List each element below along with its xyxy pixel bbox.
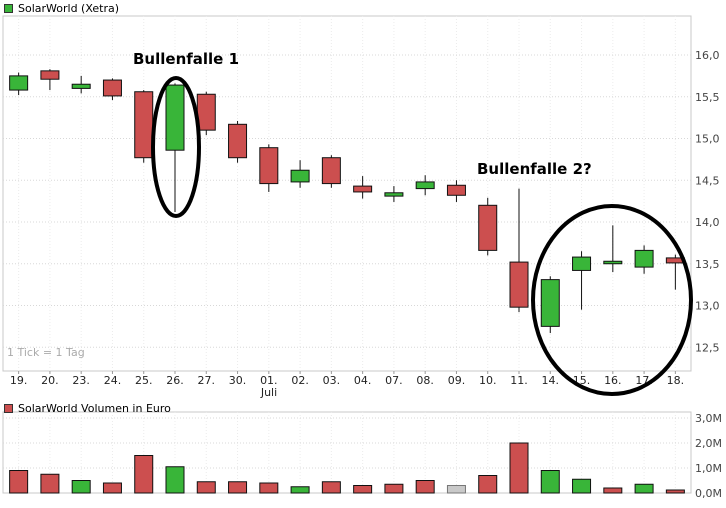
candle-body bbox=[196, 93, 216, 131]
x-axis-label: 26. bbox=[166, 374, 184, 387]
volume-bar bbox=[634, 483, 654, 494]
x-axis-label: 03. bbox=[323, 374, 341, 387]
x-axis-label: 10. bbox=[479, 374, 497, 387]
candle-body bbox=[290, 169, 310, 183]
volume-legend-label: SolarWorld Volumen in Euro bbox=[18, 402, 171, 415]
x-axis-label: 16. bbox=[604, 374, 622, 387]
price-axis-label: 14,5 bbox=[695, 174, 720, 187]
x-axis-label: 07. bbox=[385, 374, 403, 387]
volume-bar bbox=[353, 485, 373, 494]
volume-bar bbox=[290, 486, 310, 494]
volume-bar bbox=[478, 475, 498, 494]
candle-body bbox=[9, 75, 29, 91]
volume-bar bbox=[71, 480, 91, 494]
candle-body bbox=[165, 84, 185, 151]
x-axis-label: 19. bbox=[10, 374, 28, 387]
x-axis-label: 24. bbox=[104, 374, 122, 387]
price-legend-swatch bbox=[4, 4, 13, 13]
price-legend: SolarWorld (Xetra) bbox=[4, 2, 119, 15]
candle-body bbox=[572, 256, 592, 271]
volume-legend: SolarWorld Volumen in Euro bbox=[4, 402, 171, 415]
volume-bar bbox=[165, 466, 185, 494]
annotation-ellipse-2 bbox=[531, 204, 693, 396]
volume-bar bbox=[9, 470, 29, 494]
x-axis-label: 14. bbox=[542, 374, 560, 387]
volume-bar bbox=[572, 478, 592, 494]
volume-bar bbox=[40, 473, 60, 494]
price-axis-label: 15,0 bbox=[695, 133, 720, 146]
volume-axis-label: 1,0M bbox=[695, 462, 722, 475]
volume-bar bbox=[665, 489, 685, 494]
x-axis-label: 02. bbox=[291, 374, 309, 387]
annotation-bullenfalle-1: Bullenfalle 1 bbox=[133, 50, 240, 68]
volume-plot-frame bbox=[2, 411, 692, 494]
x-axis-label: 27. bbox=[198, 374, 216, 387]
price-plot-frame bbox=[2, 15, 692, 372]
volume-bar bbox=[415, 480, 435, 494]
volume-bar bbox=[540, 470, 560, 494]
x-axis-label: 09. bbox=[448, 374, 466, 387]
volume-bar bbox=[384, 483, 404, 494]
x-axis-label: 23. bbox=[72, 374, 90, 387]
month-label: Juli bbox=[260, 386, 278, 399]
price-axis-label: 14,0 bbox=[695, 216, 720, 229]
candle-body bbox=[509, 261, 529, 308]
price-legend-label: SolarWorld (Xetra) bbox=[18, 2, 120, 15]
volume-bar bbox=[509, 442, 529, 494]
price-axis-label: 15,5 bbox=[695, 91, 720, 104]
candle-body bbox=[134, 91, 154, 159]
x-axis-label: 20. bbox=[41, 374, 59, 387]
volume-bar bbox=[259, 482, 279, 494]
x-axis-label: 08. bbox=[416, 374, 434, 387]
x-axis-label: 25. bbox=[135, 374, 153, 387]
volume-bar bbox=[446, 485, 466, 494]
x-axis-label: 11. bbox=[510, 374, 528, 387]
candle-body bbox=[40, 70, 60, 80]
candle-body bbox=[228, 123, 248, 159]
volume-axis-label: 3,0M bbox=[695, 412, 722, 425]
price-axis-label: 13,0 bbox=[695, 300, 720, 313]
volume-legend-swatch bbox=[4, 404, 13, 413]
volume-bar bbox=[134, 455, 154, 494]
candle-body bbox=[321, 157, 341, 185]
volume-bar bbox=[321, 481, 341, 494]
price-axis-label: 12,5 bbox=[695, 341, 720, 354]
x-axis-label: 01. bbox=[260, 374, 278, 387]
candle-body bbox=[353, 185, 373, 193]
candle-body bbox=[415, 181, 435, 190]
price-axis-label: 16,0 bbox=[695, 49, 720, 62]
volume-bar bbox=[196, 481, 216, 494]
volume-bar bbox=[102, 482, 122, 494]
candle-body bbox=[603, 260, 623, 265]
volume-bar bbox=[603, 487, 623, 494]
volume-axis-label: 2,0M bbox=[695, 437, 722, 450]
tick-scale-watermark: 1 Tick = 1 Tag bbox=[7, 346, 85, 359]
price-axis-label: 13,5 bbox=[695, 258, 720, 271]
candle-body bbox=[259, 147, 279, 185]
candle-body bbox=[634, 249, 654, 268]
volume-bar bbox=[228, 481, 248, 494]
candle-body bbox=[384, 192, 404, 197]
x-axis-label: 30. bbox=[229, 374, 247, 387]
volume-axis-label: 0,0M bbox=[695, 487, 722, 500]
candle-body bbox=[71, 83, 91, 89]
annotation-ellipse-1 bbox=[151, 76, 201, 218]
candle-body bbox=[102, 79, 122, 97]
candle-body bbox=[478, 204, 498, 251]
candle-body bbox=[446, 184, 466, 196]
annotation-bullenfalle-2: Bullenfalle 2? bbox=[477, 160, 592, 178]
candle-body bbox=[540, 279, 560, 327]
x-axis-label: 04. bbox=[354, 374, 372, 387]
x-axis-label: 18. bbox=[667, 374, 685, 387]
